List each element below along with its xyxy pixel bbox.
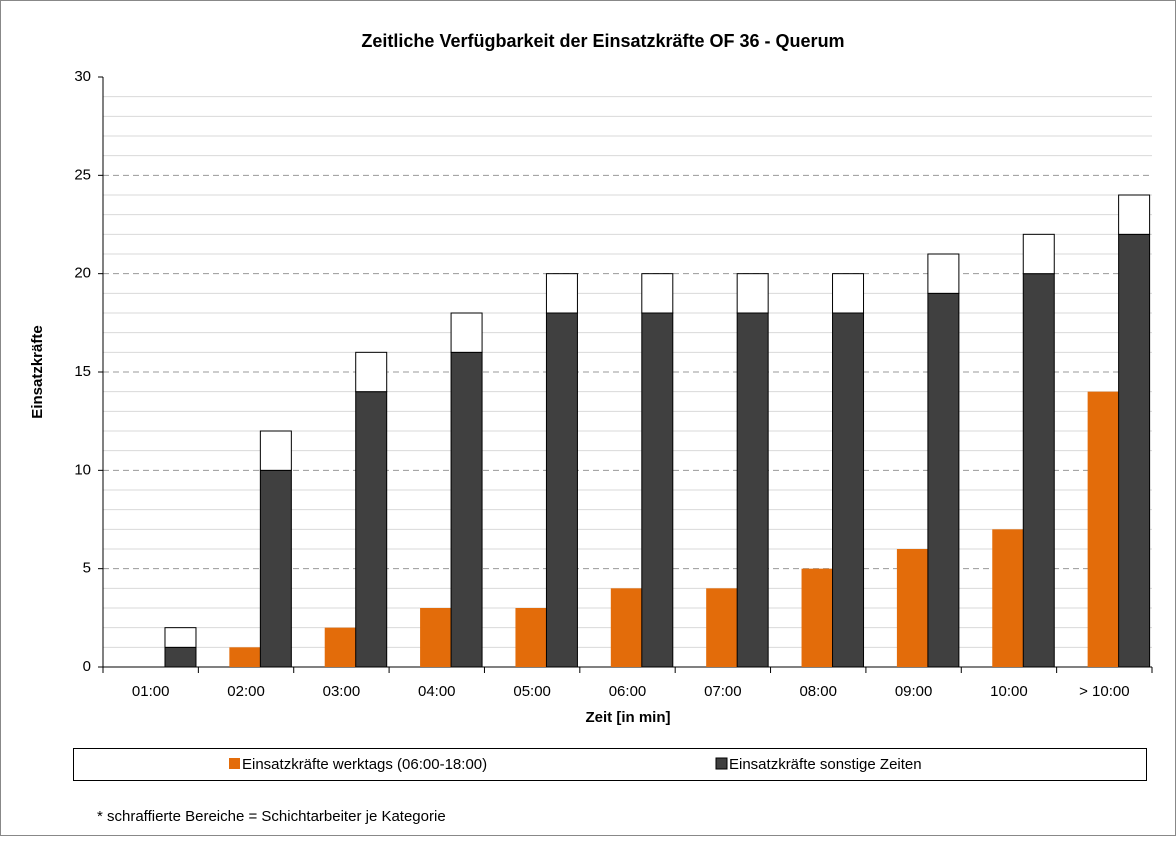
bar: [1087, 391, 1119, 667]
bar: [927, 253, 960, 294]
bar: [641, 273, 674, 314]
x-tick-label: 04:00: [418, 683, 456, 700]
y-tick-label: 30: [74, 68, 91, 85]
bar: [229, 647, 261, 667]
x-tick-label: 07:00: [704, 683, 742, 700]
bar: [1118, 194, 1151, 235]
bar: [832, 273, 865, 314]
y-tick-label: 20: [74, 265, 91, 282]
legend-swatch: [229, 758, 240, 769]
bar: [801, 568, 833, 667]
legend-swatch: [715, 757, 728, 770]
bar: [515, 608, 547, 667]
bar: [736, 312, 769, 668]
legend-label: Einsatzkräfte werktags (06:00-18:00): [242, 756, 487, 773]
y-tick-label: 10: [74, 461, 91, 478]
bar: [706, 588, 738, 667]
x-tick-label: 05:00: [513, 683, 551, 700]
bar: [355, 351, 388, 393]
legend-label: Einsatzkräfte sonstige Zeiten: [729, 756, 922, 773]
bar: [545, 312, 578, 668]
bar: [1022, 233, 1055, 275]
bar: [259, 469, 292, 668]
bar: [164, 627, 197, 648]
chart-title: Zeitliche Verfügbarkeit der Einsatzkräft…: [361, 31, 844, 51]
footnote: * schraffierte Bereiche = Schichtarbeite…: [97, 808, 446, 825]
x-tick-label: 02:00: [227, 683, 265, 700]
bar: [832, 312, 865, 668]
x-axis-label: Zeit [in min]: [586, 709, 671, 726]
bar: [1118, 233, 1151, 668]
y-tick-label: 0: [83, 658, 91, 675]
bar: [450, 351, 483, 668]
bar: [450, 312, 483, 353]
x-tick-label: 06:00: [609, 683, 647, 700]
x-tick-label: 01:00: [132, 683, 170, 700]
x-tick-label: 09:00: [895, 683, 933, 700]
bar: [355, 391, 388, 668]
y-tick-label: 15: [74, 363, 91, 380]
bar: [1022, 273, 1055, 668]
bar: [324, 627, 356, 667]
bar: [736, 273, 769, 314]
bar: [641, 312, 674, 668]
bar: [545, 273, 578, 314]
x-tick-label: 08:00: [799, 683, 837, 700]
x-tick-label: 10:00: [990, 683, 1028, 700]
legend-box: [73, 748, 1147, 781]
x-tick-label: > 10:00: [1079, 683, 1129, 700]
y-axis-label: Einsatzkräfte: [29, 325, 46, 418]
bar: [259, 430, 292, 471]
bar: [164, 646, 197, 668]
x-tick-label: 03:00: [323, 683, 361, 700]
y-tick-label: 25: [74, 166, 91, 183]
bar: [610, 588, 642, 667]
bar: [896, 549, 928, 667]
bar: [927, 292, 960, 668]
y-tick-label: 5: [83, 560, 91, 577]
bar: [992, 529, 1024, 667]
bar: [420, 608, 452, 667]
